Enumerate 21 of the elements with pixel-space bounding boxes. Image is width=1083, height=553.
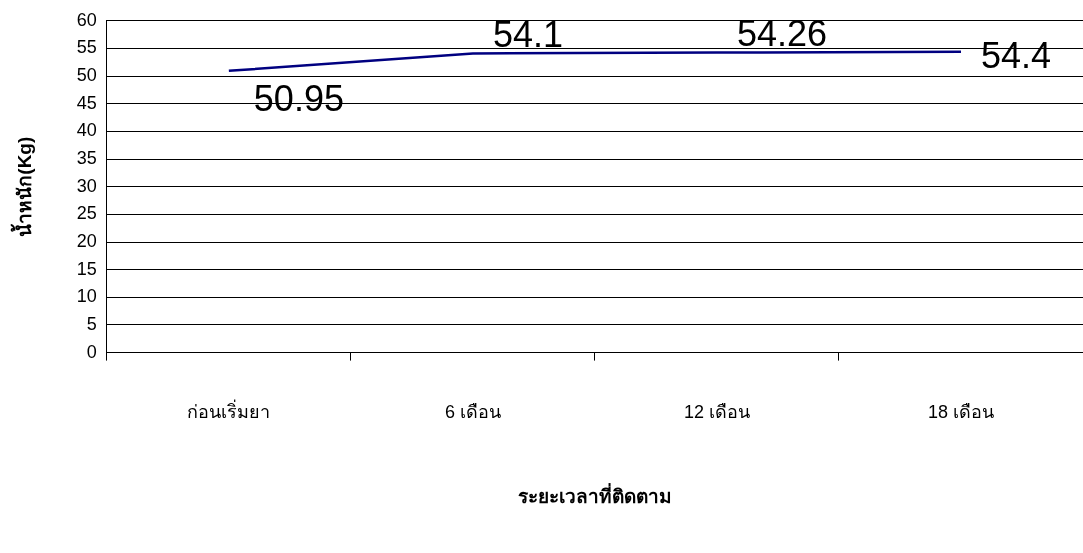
- y-axis-title: น้ำหนัก(Kg): [9, 136, 35, 237]
- y-tick-label: 20: [76, 230, 97, 251]
- y-tick-label: 45: [76, 92, 97, 113]
- data-label: 54.1: [492, 14, 563, 56]
- y-tick-label: 10: [76, 286, 97, 307]
- y-tick-label: 50: [76, 65, 97, 86]
- x-tick-label: 6 เดือน: [444, 402, 501, 423]
- y-tick-label: 55: [76, 37, 97, 58]
- y-tick-label: 30: [76, 175, 97, 196]
- x-tick-label: 12 เดือน: [683, 402, 750, 423]
- x-tick-label: ก่อนเริ่มยา: [187, 399, 271, 423]
- y-tick-label: 15: [76, 258, 97, 279]
- y-tick-label: 35: [76, 148, 97, 169]
- y-tick-label: 0: [86, 341, 97, 362]
- data-label: 54.26: [736, 13, 828, 55]
- y-tick-label: 5: [86, 313, 97, 334]
- y-tick-label: 40: [76, 120, 97, 141]
- y-tick-label: 60: [76, 9, 97, 30]
- y-tick-label: 25: [76, 203, 97, 224]
- x-axis-title: ระยะเวลาที่ติดตาม: [517, 482, 672, 507]
- x-tick-label: 18 เดือน: [927, 402, 994, 423]
